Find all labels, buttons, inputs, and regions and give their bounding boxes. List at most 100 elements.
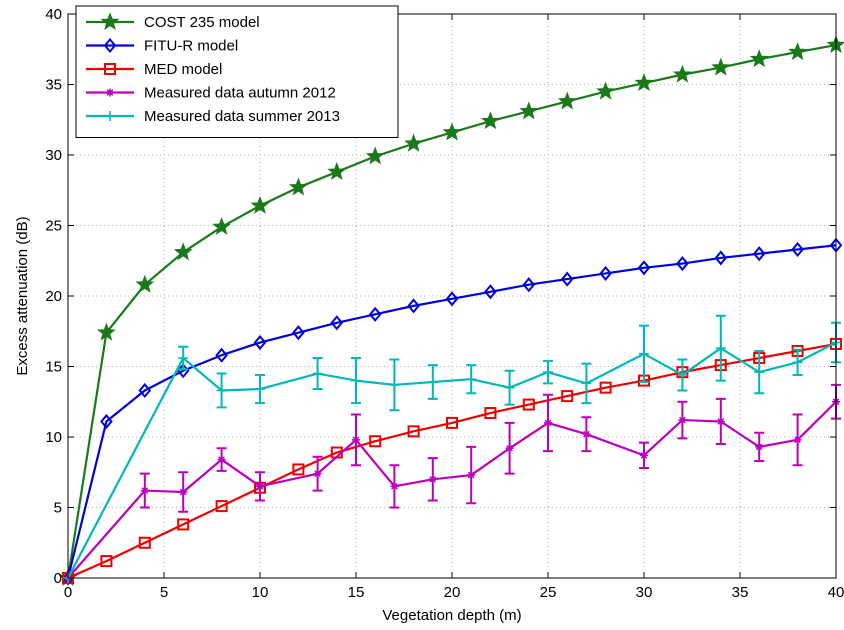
data-point: [711, 57, 731, 76]
data-point: [177, 518, 190, 531]
legend-label: MED model: [144, 61, 222, 78]
data-point: [480, 111, 500, 130]
data-point: [484, 284, 497, 300]
data-point: [581, 378, 592, 389]
data-point: [389, 379, 400, 390]
y-tick-label: 5: [54, 500, 62, 517]
legend-marker: [100, 12, 120, 31]
data-point: [253, 334, 267, 351]
data-point: [445, 291, 459, 307]
data-point: [351, 375, 361, 386]
data-point: [749, 49, 769, 68]
data-point: [639, 348, 649, 359]
data-point: [793, 435, 802, 444]
data-point: [634, 73, 654, 92]
data-point: [752, 246, 766, 262]
y-tick-label: 40: [45, 6, 62, 23]
axis-ticks: 0 5 10 15 20 25 30 35 40 0 5 10 15 20 25 30 35 40: [45, 6, 844, 601]
data-point: [138, 536, 151, 549]
x-tick-label: 35: [732, 584, 749, 601]
data-point: [407, 425, 420, 438]
data-point: [754, 367, 765, 378]
legend-label: Measured data summer 2013: [144, 108, 340, 125]
data-point: [428, 475, 437, 484]
data-point: [292, 325, 305, 341]
legend: COST 235 model FITU-R model MED model Measu…: [75, 5, 399, 138]
x-tick-label: 15: [348, 584, 365, 601]
data-point: [427, 377, 438, 388]
y-tick-label: 0: [54, 570, 62, 587]
data-point: [677, 369, 688, 380]
series-line: [67, 341, 837, 579]
series-4: [64, 383, 841, 582]
legend-label: COST 235 model: [144, 14, 260, 31]
legend-item: MED model: [86, 61, 222, 78]
data-point: [390, 482, 399, 491]
x-tick-label: 10: [252, 584, 269, 601]
data-point: [138, 382, 152, 399]
y-tick-label: 30: [45, 147, 62, 164]
data-point: [519, 101, 539, 120]
data-point: [792, 357, 803, 368]
data-point: [135, 274, 155, 293]
data-point: [640, 451, 648, 460]
data-point: [672, 64, 692, 83]
data-point: [596, 81, 616, 100]
y-axis-label: Excess attenuation (dB): [14, 216, 31, 375]
data-point: [637, 260, 651, 276]
data-point: [467, 471, 476, 480]
data-point: [365, 146, 385, 165]
x-axis-label: Vegetation depth (m): [382, 607, 521, 624]
data-point: [407, 298, 420, 314]
data-point: [212, 216, 232, 235]
legend-item: Measured data summer 2013: [86, 108, 340, 125]
legend-marker: [106, 88, 114, 97]
legend-item: COST 235 model: [86, 12, 260, 31]
series-2: [61, 237, 843, 586]
data-point: [522, 398, 535, 411]
data-point: [544, 418, 552, 427]
data-point: [327, 162, 347, 180]
data-point: [676, 256, 689, 272]
x-tick-label: 5: [160, 584, 168, 601]
y-tick-label: 10: [45, 429, 62, 446]
data-point: [288, 177, 308, 196]
x-tick-label: 30: [636, 584, 653, 601]
data-point: [313, 469, 322, 478]
data-point: [312, 368, 323, 379]
data-point: [215, 500, 228, 513]
legend-item: Measured data autumn 2012: [86, 85, 336, 102]
data-point: [250, 195, 270, 214]
data-point: [466, 374, 477, 385]
data-point: [404, 133, 424, 152]
data-point: [755, 442, 764, 451]
data-point: [678, 416, 687, 425]
data-point: [217, 455, 226, 464]
x-tick-label: 20: [444, 584, 461, 601]
x-tick-label: 25: [540, 584, 557, 601]
data-point: [256, 482, 264, 491]
data-point: [178, 353, 189, 364]
data-point: [100, 413, 113, 430]
x-tick-label: 0: [64, 584, 72, 601]
legend-label: FITU-R model: [144, 38, 238, 55]
data-point: [716, 417, 725, 426]
data-point: [255, 384, 265, 395]
data-point: [96, 322, 116, 341]
series-line: [66, 244, 837, 579]
data-point: [599, 381, 612, 394]
data-point: [788, 42, 808, 61]
data-point: [179, 487, 188, 496]
data-point: [369, 435, 382, 448]
data-point: [215, 347, 228, 363]
data-point: [791, 241, 804, 258]
legend-label: Measured data autumn 2012: [144, 85, 336, 102]
data-point: [292, 463, 305, 476]
legend-marker: [104, 63, 116, 75]
data-point: [504, 382, 515, 393]
data-point: [560, 271, 574, 287]
data-point: [505, 444, 514, 453]
series-line: [67, 342, 837, 580]
data-point: [442, 122, 462, 141]
data-point: [522, 277, 536, 293]
